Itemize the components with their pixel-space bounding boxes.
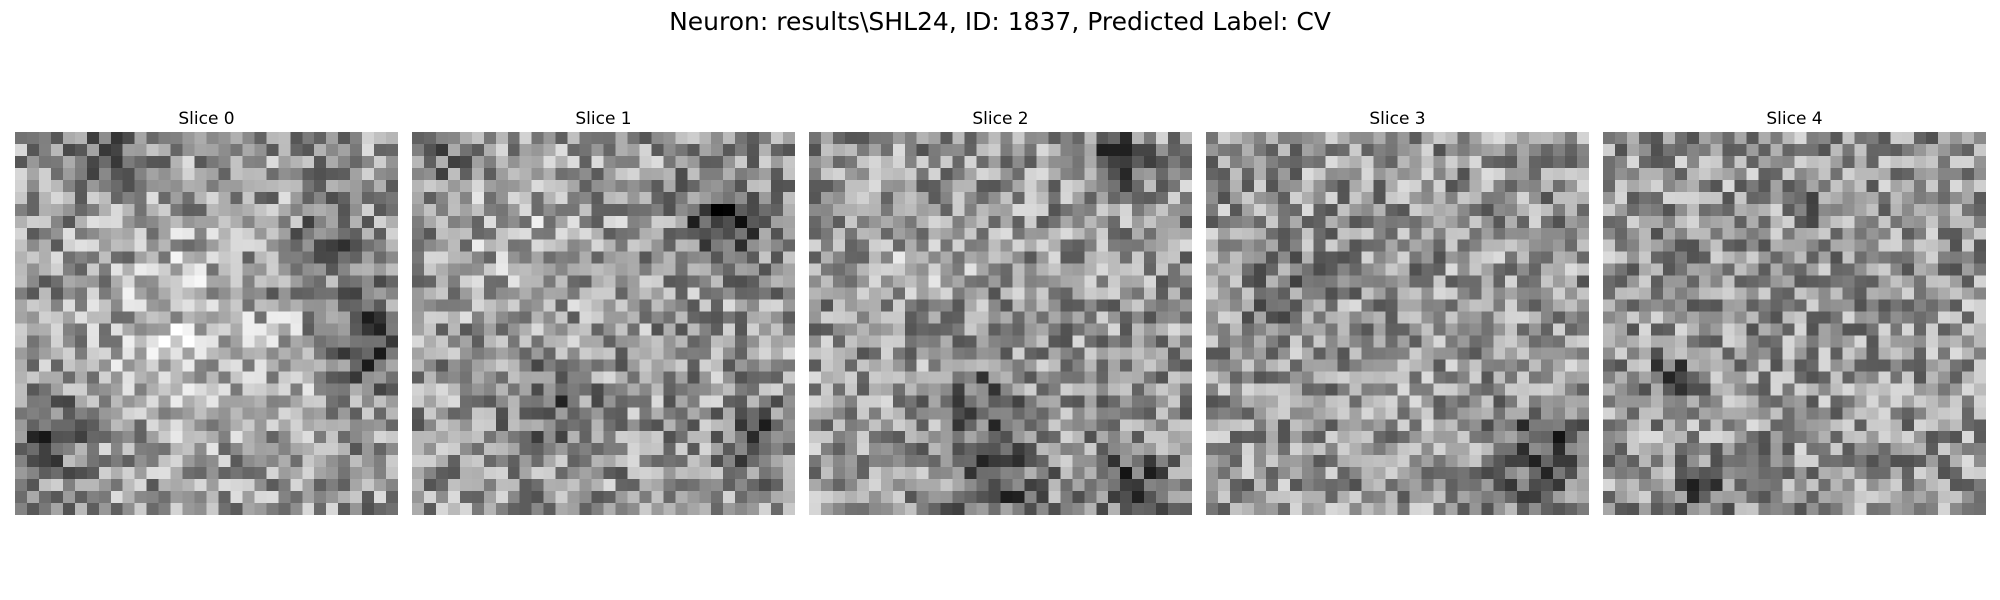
slice-image: [412, 132, 795, 515]
slice-title: Slice 4: [1766, 109, 1823, 129]
slice-panel-3: Slice 3: [1206, 108, 1589, 515]
slice-image: [809, 132, 1192, 515]
slice-image: [15, 132, 398, 515]
slice-image: [1206, 132, 1589, 515]
slice-panel-0: Slice 0: [15, 108, 398, 515]
figure-title: Neuron: results\SHL24, ID: 1837, Predict…: [669, 7, 1331, 36]
slice-title: Slice 0: [178, 109, 235, 129]
slice-title: Slice 2: [972, 109, 1029, 129]
slice-title: Slice 1: [575, 109, 632, 129]
slice-panel-2: Slice 2: [809, 108, 1192, 515]
slice-panel-1: Slice 1: [412, 108, 795, 515]
slice-image: [1603, 132, 1986, 515]
slice-panel-4: Slice 4: [1603, 108, 1986, 515]
slice-title: Slice 3: [1369, 109, 1426, 129]
